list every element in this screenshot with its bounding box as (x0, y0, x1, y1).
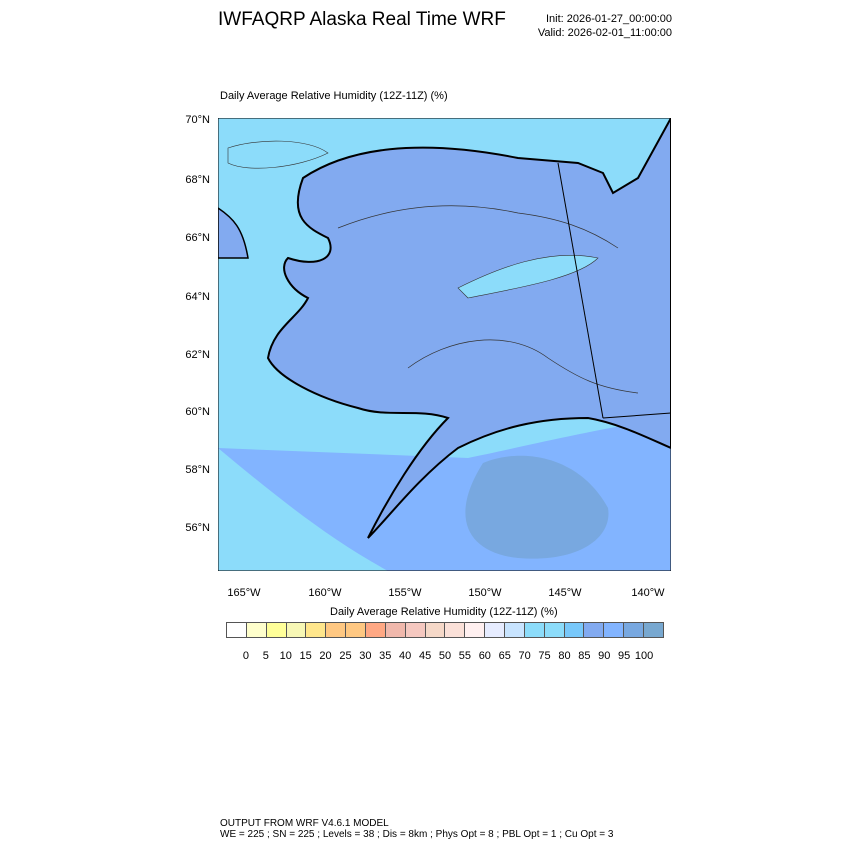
contour-line (337, 205, 619, 249)
legend-swatch (465, 623, 486, 637)
legend-label: 40 (399, 650, 412, 662)
footer-model: OUTPUT FROM WRF V4.6.1 MODEL (220, 818, 389, 829)
legend-swatch (346, 623, 367, 637)
chukotka-coast (218, 207, 249, 259)
legend-swatch (366, 623, 386, 637)
legend-swatch (385, 623, 406, 637)
legend-label: 100 (634, 650, 654, 662)
lat-label: 56°N (185, 522, 210, 534)
interior-contour (457, 255, 599, 299)
legend-label: 60 (478, 650, 491, 662)
lat-label: 66°N (185, 232, 210, 244)
legend-label: 5 (262, 650, 269, 662)
legend-label: 70 (518, 650, 531, 662)
legend-swatch (624, 623, 645, 637)
lon-label: 145°W (548, 587, 582, 599)
legend-swatch (445, 623, 466, 637)
legend-swatch (425, 623, 446, 637)
legend-label: 20 (319, 650, 332, 662)
legend-swatch (266, 623, 287, 637)
legend-label: 10 (279, 650, 292, 662)
legend-label: 0 (242, 650, 249, 662)
legend-swatch (544, 623, 565, 637)
lon-label: 160°W (308, 587, 342, 599)
lat-label: 62°N (185, 349, 210, 361)
legend-label: 95 (618, 650, 631, 662)
legend-swatch (286, 623, 307, 637)
legend-label: 85 (578, 650, 591, 662)
legend-label: 75 (538, 650, 551, 662)
legend-label: 25 (339, 650, 352, 662)
legend-label: 30 (359, 650, 372, 662)
legend-label: 35 (379, 650, 392, 662)
lon-label: 150°W (468, 587, 502, 599)
color-legend-bar (226, 622, 664, 638)
legend-label: 55 (458, 650, 472, 662)
lon-label: 140°W (631, 587, 665, 599)
legend-swatch (584, 623, 605, 637)
legend-swatch (485, 623, 506, 637)
lat-label: 68°N (185, 174, 210, 186)
border-line (557, 162, 604, 419)
valid-time: Valid: 2026-02-01_11:00:00 (537, 27, 672, 39)
lon-label: 165°W (227, 587, 261, 599)
legend-label: 50 (438, 650, 452, 662)
init-time: Init: 2026-01-27_00:00:00 (546, 13, 672, 25)
lat-label: 58°N (185, 464, 210, 476)
footer-config: WE = 225 ; SN = 225 ; Levels = 38 ; Dis … (220, 829, 614, 840)
legend-swatch (644, 623, 663, 637)
legend-label: 90 (598, 650, 611, 662)
border-line (602, 412, 671, 419)
legend-swatch (246, 623, 267, 637)
alaska-range-contour (407, 339, 639, 394)
legend-label: 15 (299, 650, 312, 662)
legend-swatch (524, 623, 545, 637)
legend-swatch (564, 623, 585, 637)
legend-swatch (326, 623, 347, 637)
lat-label: 64°N (185, 291, 210, 303)
plot-subtitle: Daily Average Relative Humidity (12Z-11Z… (220, 90, 448, 102)
legend-swatch (227, 623, 247, 637)
lat-label: 60°N (185, 406, 210, 418)
legend-title: Daily Average Relative Humidity (12Z-11Z… (330, 606, 558, 618)
legend-swatch (604, 623, 625, 637)
gulf-core-area (465, 455, 609, 559)
legend-swatch (505, 623, 525, 637)
arctic-contour (227, 140, 329, 169)
legend-swatch (306, 623, 327, 637)
legend-swatch (405, 623, 426, 637)
legend-label: 80 (558, 650, 571, 662)
legend-label: 65 (498, 650, 511, 662)
lon-label: 155°W (388, 587, 422, 599)
lat-label: 70°N (185, 114, 210, 126)
humidity-map (218, 118, 671, 571)
page-title: IWFAQRP Alaska Real Time WRF (218, 9, 506, 30)
legend-label: 45 (418, 650, 432, 662)
